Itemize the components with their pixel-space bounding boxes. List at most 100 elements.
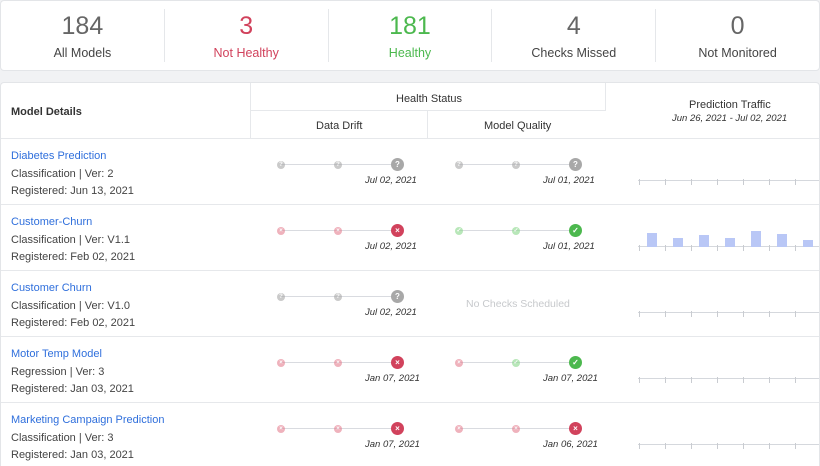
status-dot-icon[interactable]: ×: [455, 425, 463, 433]
traffic-baseline: [638, 378, 819, 379]
traffic-tick: [743, 179, 744, 185]
latest-status-icon[interactable]: ✓: [569, 356, 582, 369]
latest-status-icon[interactable]: ×: [569, 422, 582, 435]
model-name-link[interactable]: Diabetes Prediction: [11, 150, 107, 162]
check-date: Jul 02, 2021: [365, 241, 417, 252]
data-drift-timeline[interactable]: × × × Jul 02, 2021: [277, 224, 421, 252]
no-checks-label: No Checks Scheduled: [466, 298, 570, 310]
model-quality-timeline[interactable]: × × × Jan 06, 2021: [455, 422, 599, 450]
traffic-tick: [665, 377, 666, 383]
data-drift-timeline[interactable]: × × × Jan 07, 2021: [277, 422, 421, 450]
traffic-bar[interactable]: [647, 233, 657, 247]
model-info: Classification | Ver: 2: [11, 168, 114, 180]
status-dot-icon[interactable]: ?: [512, 161, 520, 169]
prediction-traffic-chart[interactable]: [638, 357, 819, 383]
latest-status-icon[interactable]: ?: [391, 290, 404, 303]
traffic-tick: [743, 245, 744, 251]
traffic-bar[interactable]: [751, 231, 761, 247]
traffic-tick: [717, 245, 718, 251]
status-dot-icon[interactable]: ?: [334, 161, 342, 169]
model-registered: Registered: Feb 02, 2021: [11, 251, 136, 263]
col-prediction-traffic: Prediction Traffic: [689, 99, 771, 111]
traffic-bar[interactable]: [777, 234, 787, 247]
table-row: Customer Churn Classification | Ver: V1.…: [1, 271, 819, 337]
summary-count: 4: [566, 11, 581, 40]
traffic-tick: [691, 179, 692, 185]
status-dot-icon[interactable]: ×: [277, 359, 285, 367]
summary-count: 184: [61, 11, 104, 40]
latest-status-icon[interactable]: ?: [569, 158, 582, 171]
models-table: Model Details Health Status Data Drift M…: [0, 82, 820, 466]
latest-status-icon[interactable]: ?: [391, 158, 404, 171]
traffic-tick: [691, 311, 692, 317]
status-dot-icon[interactable]: ×: [455, 359, 463, 367]
data-drift-timeline[interactable]: ? ? ? Jul 02, 2021: [277, 290, 421, 318]
status-dot-icon[interactable]: ×: [512, 425, 520, 433]
model-info: Classification | Ver: V1.0: [11, 300, 131, 312]
traffic-tick: [639, 311, 640, 317]
traffic-tick: [691, 443, 692, 449]
traffic-tick: [743, 443, 744, 449]
summary-card[interactable]: 184 All Models: [1, 9, 165, 62]
model-name-link[interactable]: Motor Temp Model: [11, 348, 102, 360]
status-dot-icon[interactable]: ✓: [512, 227, 520, 235]
model-name-link[interactable]: Customer Churn: [11, 282, 92, 294]
status-dot-icon[interactable]: ?: [455, 161, 463, 169]
traffic-baseline: [638, 444, 819, 445]
status-dot-icon[interactable]: ×: [277, 227, 285, 235]
traffic-bar[interactable]: [699, 235, 709, 247]
traffic-tick: [665, 245, 666, 251]
table-row: Marketing Campaign Prediction Classifica…: [1, 403, 819, 466]
latest-status-icon[interactable]: ×: [391, 356, 404, 369]
status-dot-icon[interactable]: ×: [334, 425, 342, 433]
status-dot-icon[interactable]: ×: [277, 425, 285, 433]
summary-card[interactable]: 3 Not Healthy: [165, 9, 329, 62]
status-dot-icon[interactable]: ×: [334, 227, 342, 235]
model-info: Regression | Ver: 3: [11, 366, 105, 378]
traffic-tick: [769, 179, 770, 185]
traffic-tick: [769, 377, 770, 383]
data-drift-timeline[interactable]: ? ? ? Jul 02, 2021: [277, 158, 421, 186]
model-info: Classification | Ver: V1.1: [11, 234, 131, 246]
summary-label: Not Monitored: [698, 45, 777, 60]
traffic-tick: [717, 377, 718, 383]
latest-status-icon[interactable]: ×: [391, 422, 404, 435]
latest-status-icon[interactable]: ×: [391, 224, 404, 237]
status-dot-icon[interactable]: ✓: [455, 227, 463, 235]
traffic-bar[interactable]: [803, 240, 813, 247]
model-quality-timeline[interactable]: × ✓ ✓ Jan 07, 2021: [455, 356, 599, 384]
prediction-traffic-chart[interactable]: [638, 291, 819, 317]
model-quality-timeline[interactable]: ✓ ✓ ✓ Jul 01, 2021: [455, 224, 599, 252]
prediction-traffic-chart[interactable]: [638, 423, 819, 449]
status-dot-icon[interactable]: ×: [334, 359, 342, 367]
summary-label: Not Healthy: [213, 45, 279, 60]
traffic-bar[interactable]: [673, 238, 683, 247]
summary-label: All Models: [53, 45, 112, 60]
traffic-tick: [795, 377, 796, 383]
model-name-link[interactable]: Marketing Campaign Prediction: [11, 414, 165, 426]
traffic-tick: [795, 311, 796, 317]
model-name-link[interactable]: Customer-Churn: [11, 216, 93, 228]
model-quality-timeline[interactable]: ? ? ? Jul 01, 2021: [455, 158, 599, 186]
data-drift-timeline[interactable]: × × × Jan 07, 2021: [277, 356, 421, 384]
summary-card[interactable]: 4 Checks Missed: [492, 9, 657, 62]
prediction-traffic-chart[interactable]: [638, 159, 819, 185]
traffic-tick: [691, 245, 692, 251]
status-dot-icon[interactable]: ?: [334, 293, 342, 301]
check-date: Jul 02, 2021: [365, 307, 417, 318]
traffic-tick: [743, 311, 744, 317]
status-dot-icon[interactable]: ?: [277, 293, 285, 301]
status-dot-icon[interactable]: ?: [277, 161, 285, 169]
prediction-traffic-chart[interactable]: [638, 225, 819, 251]
status-dot-icon[interactable]: ✓: [512, 359, 520, 367]
traffic-tick: [795, 179, 796, 185]
check-date: Jul 01, 2021: [543, 241, 595, 252]
data-drift-group: [250, 111, 428, 139]
traffic-tick: [795, 245, 796, 251]
col-health-status: Health Status: [396, 93, 463, 105]
traffic-bar[interactable]: [725, 238, 735, 247]
check-date: Jul 01, 2021: [543, 175, 595, 186]
summary-card[interactable]: 181 Healthy: [329, 9, 493, 62]
summary-card[interactable]: 0 Not Monitored: [656, 9, 819, 62]
latest-status-icon[interactable]: ✓: [569, 224, 582, 237]
